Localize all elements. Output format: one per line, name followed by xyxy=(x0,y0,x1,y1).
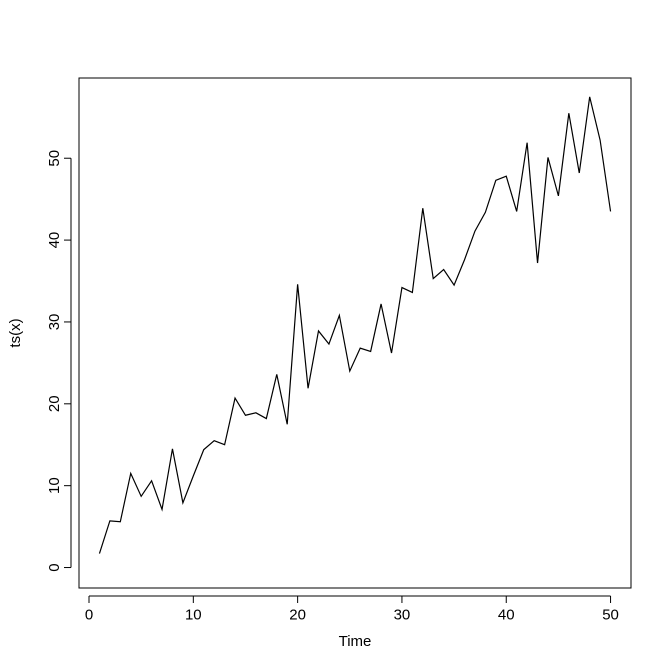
x-tick-label: 30 xyxy=(394,606,411,623)
line xyxy=(98,96,612,554)
y-tick-label: 50 xyxy=(46,150,63,167)
y-tick-label: 10 xyxy=(46,477,63,494)
plot-box xyxy=(78,77,632,589)
y-tick-label: 40 xyxy=(46,232,63,249)
y-axis-label: ts(x) xyxy=(7,318,24,347)
y-tick-label: 0 xyxy=(46,563,63,571)
y-tick-label: 30 xyxy=(46,314,63,331)
x-tick-label: 40 xyxy=(498,606,515,623)
x-tick-label: 20 xyxy=(289,606,306,623)
x-axis-label: Time xyxy=(339,633,372,650)
x-tick-label: 50 xyxy=(602,606,619,623)
y-tick-label: 20 xyxy=(46,395,63,412)
x-tick-label: 0 xyxy=(85,606,93,623)
x-tick-label: 10 xyxy=(185,606,202,623)
